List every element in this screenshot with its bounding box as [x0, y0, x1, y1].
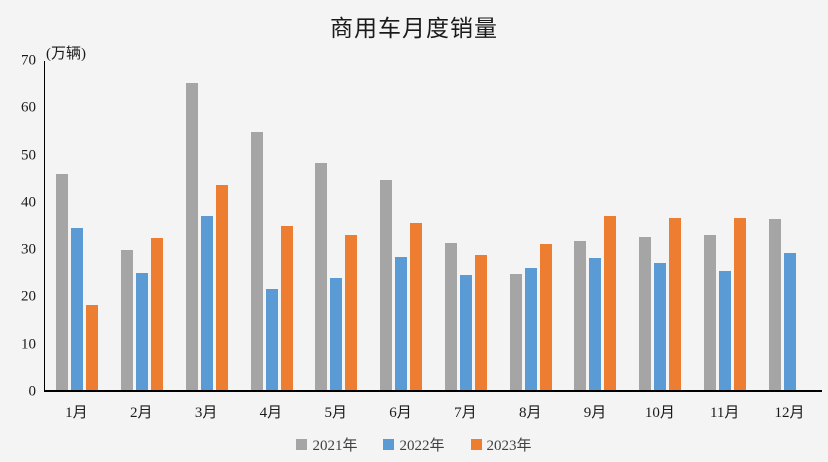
y-tick-label: 30: [21, 241, 36, 258]
bar: [509, 273, 522, 390]
y-tick-label: 60: [21, 99, 36, 116]
x-tick-label: 5月: [324, 405, 347, 421]
bar: [718, 270, 731, 390]
bar: [121, 249, 134, 390]
x-tick-label: 12月: [774, 405, 805, 421]
bar: [380, 180, 393, 390]
legend-item: 2023年: [470, 434, 532, 455]
bar: [330, 278, 343, 390]
legend-label: 2021年: [312, 438, 358, 454]
y-tick-label: 70: [21, 52, 36, 69]
bar-group: [45, 61, 110, 390]
y-tick-label: 20: [21, 288, 36, 305]
bar: [539, 243, 552, 390]
x-tick-label: 7月: [454, 405, 477, 421]
bar: [71, 227, 84, 390]
y-axis-tick-labels: 0 10 20 30 40 50 60 70: [0, 53, 36, 399]
x-tick-label: 3月: [194, 405, 218, 421]
bar-group: [434, 61, 499, 390]
legend-item: 2022年: [383, 434, 445, 455]
bar: [250, 131, 263, 390]
bar: [200, 216, 213, 390]
bar-group: [757, 61, 822, 390]
y-axis-unit-label: (万辆): [46, 46, 86, 62]
x-tick-label: 11月: [709, 405, 740, 421]
legend-item: 2021年: [296, 434, 357, 455]
x-tick-label: 2月: [129, 405, 153, 421]
bar-group: [239, 61, 304, 390]
bar: [215, 185, 228, 390]
bar: [783, 252, 796, 390]
legend-swatch: [383, 439, 395, 450]
bar: [151, 237, 164, 390]
bar-group: [175, 61, 240, 390]
chart-title: 商用车月度销量: [330, 16, 498, 41]
plot-area: [44, 61, 822, 392]
bar-group: [304, 61, 369, 390]
bar: [459, 274, 472, 390]
bar: [474, 254, 487, 390]
bar: [669, 217, 682, 390]
bar: [524, 268, 537, 390]
x-tick-label: 10月: [644, 405, 675, 421]
bar: [56, 174, 69, 390]
bar: [315, 163, 328, 390]
bar-group: [693, 61, 758, 390]
x-tick-label: 8月: [518, 405, 542, 421]
legend-swatch: [470, 439, 482, 450]
bar: [136, 272, 149, 390]
bar: [654, 262, 667, 390]
bar: [444, 242, 457, 390]
bar: [768, 218, 781, 390]
y-tick-label: 10: [21, 336, 36, 353]
bar: [265, 288, 278, 390]
bar-group: [628, 61, 693, 390]
x-tick-label: 4月: [259, 405, 283, 421]
x-tick-label: 9月: [583, 405, 607, 421]
legend-swatch: [296, 439, 308, 450]
bar: [639, 236, 652, 390]
bar-group: [369, 61, 434, 390]
bar: [589, 258, 602, 390]
bar: [604, 215, 617, 390]
bar: [733, 218, 746, 390]
bar: [86, 304, 99, 390]
bar: [703, 234, 716, 390]
bar: [185, 83, 198, 390]
x-tick-label: 6月: [389, 405, 412, 421]
bar-group: [563, 61, 628, 390]
bar-group: [498, 61, 563, 390]
y-tick-label: 0: [28, 383, 37, 400]
y-tick-label: 40: [21, 194, 36, 211]
bar: [280, 225, 293, 390]
legend: 2021年 2022年 2023年: [0, 434, 828, 455]
y-tick-label: 50: [21, 147, 36, 164]
x-axis-labels: 1月 2月 3月 4月 5月 6月 7月 8月 9月 10月 11月 12月: [44, 401, 822, 422]
bar: [395, 257, 408, 390]
bar: [410, 223, 423, 390]
bar: [345, 234, 358, 390]
x-tick-label: 1月: [65, 405, 88, 421]
bar: [574, 241, 587, 390]
legend-label: 2023年: [486, 438, 532, 454]
legend-label: 2022年: [399, 438, 445, 454]
bar-group: [110, 61, 175, 390]
